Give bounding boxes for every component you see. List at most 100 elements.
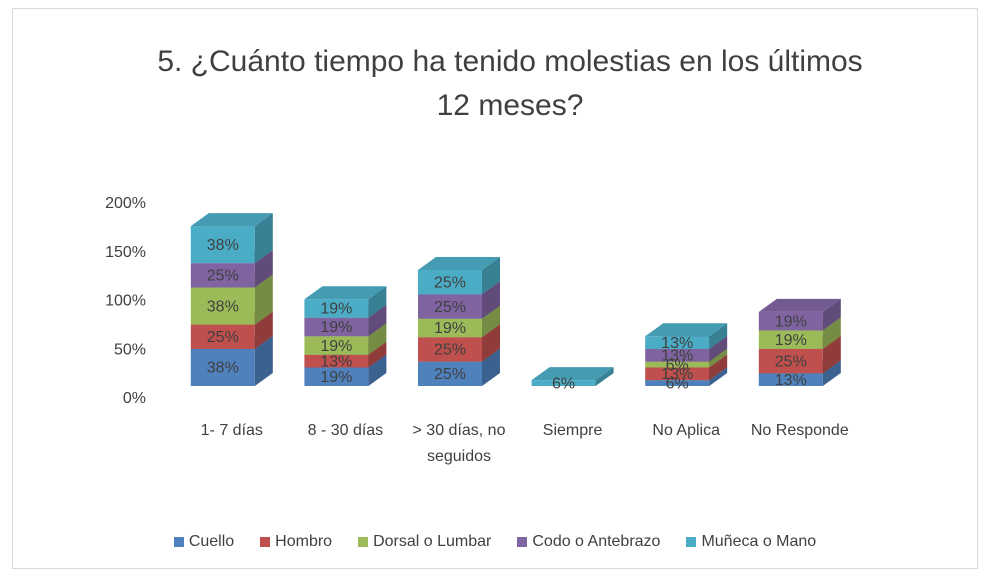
data-label: 13% — [661, 348, 693, 365]
bar-front — [418, 294, 482, 319]
bar-top — [645, 323, 728, 337]
bar-front — [758, 348, 823, 374]
data-label: 25% — [434, 342, 466, 359]
data-label: 25% — [207, 268, 239, 285]
bar-front — [418, 318, 482, 338]
data-label: 13% — [661, 335, 693, 352]
bar-front — [758, 373, 823, 386]
data-label: 25% — [434, 299, 466, 316]
legend-item: Dorsal o Lumbar — [358, 533, 491, 551]
legend-item: Hombro — [260, 533, 332, 551]
legend: Cuello Hombro Dorsal o Lumbar Codo o Antebr… — [12, 533, 978, 551]
data-label: 25% — [775, 353, 807, 370]
y-tick-label: 0% — [123, 390, 146, 407]
bar-top — [531, 367, 614, 381]
bar-segment — [190, 213, 273, 264]
legend-swatch — [517, 537, 528, 547]
chart-frame — [12, 8, 978, 569]
y-tick-label: 150% — [105, 244, 146, 261]
data-label: 38% — [207, 237, 239, 254]
bar-front — [645, 361, 710, 368]
legend-label: Muñeca o Mano — [701, 533, 817, 550]
bar-front — [190, 263, 255, 288]
bar-segment — [645, 323, 728, 349]
bar-front — [190, 226, 255, 264]
bar-side — [595, 367, 614, 386]
bar-side — [709, 335, 728, 362]
bar-front — [645, 336, 710, 349]
bar-front — [418, 337, 482, 362]
chart-title: 5. ¿Cuánto tiempo ha tenido molestias en… — [157, 45, 863, 122]
y-tick-label: 50% — [114, 341, 146, 358]
data-label: 13% — [661, 366, 693, 383]
bar-front — [190, 324, 255, 349]
x-tick-label: No Responde — [750, 422, 849, 439]
data-label: 6% — [552, 375, 575, 392]
bar-front — [304, 367, 369, 386]
y-tick-label: 100% — [105, 293, 146, 310]
bar-side — [482, 348, 500, 386]
data-label: 19% — [320, 301, 352, 318]
legend-swatch — [358, 537, 369, 547]
bar-side — [709, 354, 728, 381]
y-tick-label: 200% — [105, 195, 146, 212]
x-tick-label: 1- 7 días — [200, 422, 263, 439]
x-tick-label: No Aplica — [652, 422, 720, 439]
bar-front — [304, 317, 369, 337]
bar-front — [418, 269, 482, 295]
data-label: 13% — [320, 353, 352, 370]
bar-front — [418, 361, 482, 386]
legend-item: Cuello — [173, 533, 234, 551]
bar-side — [822, 298, 841, 331]
legend-item: Muñeca o Mano — [686, 533, 816, 551]
data-label: 6% — [666, 375, 689, 392]
bar-side — [254, 213, 273, 264]
x-tick-label: Siempre — [542, 422, 603, 439]
legend-swatch — [686, 537, 697, 547]
legend-swatch — [260, 537, 271, 547]
bar-side — [709, 323, 728, 349]
bar-side — [368, 323, 387, 355]
bar-side — [368, 304, 387, 337]
bar-front — [304, 354, 369, 368]
bar-side — [254, 335, 273, 386]
x-tick-label: > 30 días, no seguidos — [412, 422, 506, 465]
data-label: 6% — [666, 357, 689, 374]
legend-item: Codo o Antebrazo — [517, 533, 660, 551]
bar-segment — [418, 256, 500, 295]
legend-swatch — [173, 537, 184, 547]
bar-side — [482, 324, 500, 362]
data-label: 19% — [434, 320, 466, 337]
bar-side — [822, 335, 841, 374]
bar-front — [758, 311, 823, 331]
bar-side — [368, 286, 387, 318]
data-label: 19% — [775, 332, 807, 349]
bar-segment — [304, 286, 387, 318]
bar-segment — [531, 367, 614, 386]
data-label: 38% — [207, 298, 239, 315]
bar-top — [304, 286, 387, 300]
data-label: 19% — [320, 338, 352, 355]
bar-side — [254, 311, 273, 349]
bar-side — [254, 274, 273, 325]
bar-side — [254, 250, 273, 288]
bar-side — [368, 341, 387, 368]
legend-label: Codo o Antebrazo — [532, 533, 661, 550]
bar-side — [822, 360, 841, 386]
bar-top — [418, 256, 500, 270]
data-label: 13% — [775, 372, 807, 389]
bar-front — [531, 380, 596, 386]
bar-side — [709, 348, 728, 368]
bar-side — [482, 305, 500, 338]
data-label: 19% — [775, 313, 807, 330]
bar-side — [482, 256, 500, 295]
bar-front — [645, 380, 710, 386]
legend-label: Dorsal o Lumbar — [373, 533, 492, 550]
bar-front — [645, 348, 710, 362]
x-tick-label: 8 - 30 días — [307, 422, 384, 439]
data-label: 25% — [434, 366, 466, 383]
data-label: 19% — [320, 369, 352, 386]
data-label: 25% — [207, 329, 239, 346]
